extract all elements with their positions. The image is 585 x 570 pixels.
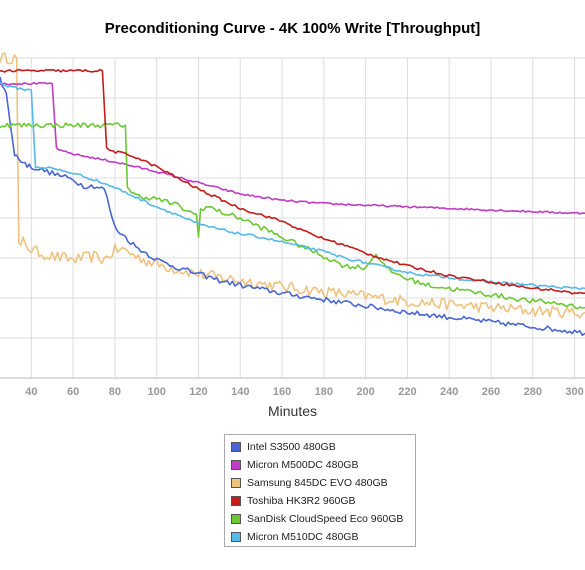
legend-item: Micron M500DC 480GB (231, 456, 415, 474)
x-tick-label: 280 (524, 386, 542, 398)
legend-item: SanDisk CloudSpeed Eco 960GB (231, 510, 415, 528)
chart-title: Preconditioning Curve - 4K 100% Write [T… (104, 20, 481, 37)
chart-series-lines (0, 51, 585, 337)
series-line-2 (0, 51, 585, 319)
chart-x-ticks: 40 60 80 100 120 140 160 180 200 220 240 260 280 300 (25, 386, 584, 398)
series-line-4 (0, 122, 585, 310)
x-tick-label: 220 (398, 386, 416, 398)
legend-swatch (231, 514, 241, 524)
legend-label: Toshiba HK3R2 960GB (247, 495, 356, 507)
x-tick-label: 300 (565, 386, 583, 398)
x-tick-label: 60 (67, 386, 79, 398)
x-tick-label: 260 (482, 386, 500, 398)
legend-item: Micron M510DC 480GB (231, 528, 415, 546)
legend-label: Samsung 845DC EVO 480GB (247, 477, 388, 489)
x-tick-label: 80 (109, 386, 121, 398)
x-tick-label: 40 (25, 386, 37, 398)
series-line-0 (0, 76, 585, 337)
x-tick-label: 180 (315, 386, 333, 398)
legend-label: SanDisk CloudSpeed Eco 960GB (247, 513, 404, 525)
x-tick-label: 100 (148, 386, 166, 398)
x-tick-label: 140 (231, 386, 249, 398)
legend-swatch (231, 460, 241, 470)
legend-label: Micron M500DC 480GB (247, 459, 359, 471)
x-tick-label: 160 (273, 386, 291, 398)
legend-swatch (231, 478, 241, 488)
series-line-3 (0, 68, 585, 295)
chart-legend: Intel S3500 480GB Micron M500DC 480GB Sams… (224, 434, 416, 547)
x-axis-label: Minutes (267, 403, 318, 419)
legend-swatch (231, 532, 241, 542)
legend-item: Intel S3500 480GB (231, 438, 415, 456)
legend-item: Toshiba HK3R2 960GB (231, 492, 415, 510)
legend-label: Intel S3500 480GB (247, 441, 336, 453)
x-tick-label: 200 (356, 386, 374, 398)
legend-item: Samsung 845DC EVO 480GB (231, 474, 415, 492)
chart-grid (0, 57, 585, 379)
legend-swatch (231, 442, 241, 452)
legend-swatch (231, 496, 241, 506)
x-tick-label: 120 (189, 386, 207, 398)
legend-label: Micron M510DC 480GB (247, 531, 359, 543)
x-tick-label: 240 (440, 386, 458, 398)
series-line-1 (0, 81, 585, 215)
chart-plot-area: 40 60 80 100 120 140 160 180 200 220 240 260 280 300 (0, 51, 585, 398)
